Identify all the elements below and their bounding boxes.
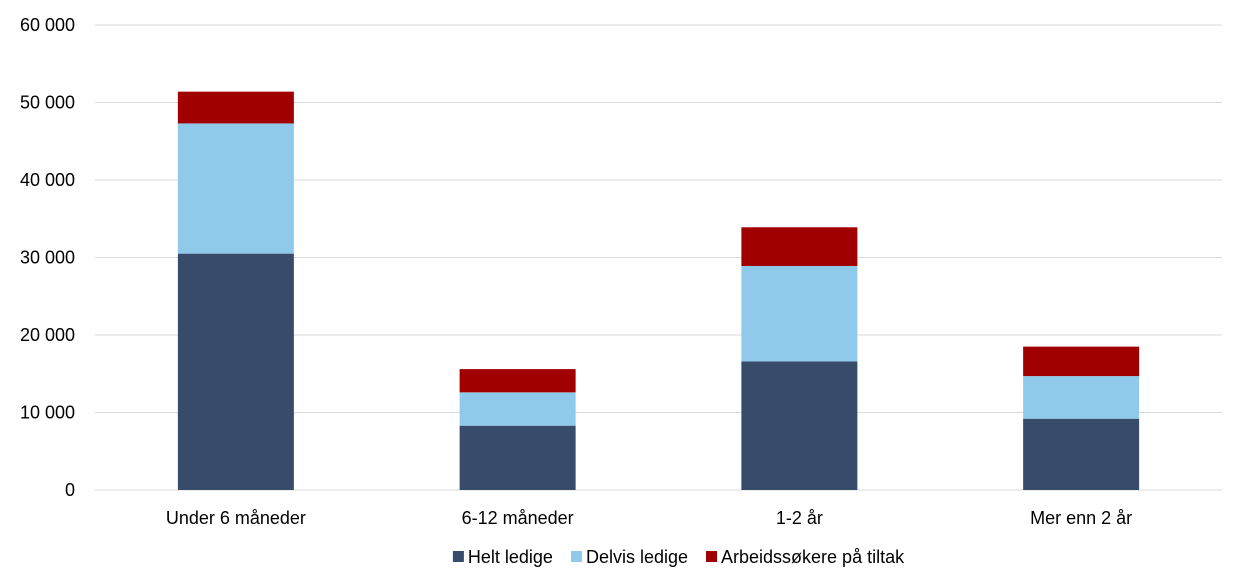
legend-item: Helt ledige xyxy=(452,547,553,567)
y-tick-label: 10 000 xyxy=(20,403,75,423)
legend-swatch xyxy=(706,551,718,562)
y-tick-label: 60 000 xyxy=(20,15,75,35)
y-tick-label: 0 xyxy=(65,480,75,500)
x-tick-label: 6-12 måneder xyxy=(462,508,574,528)
bars xyxy=(177,91,1140,490)
y-axis-ticks: 0 10 000 20 000 30 000 40 000 50 000 60 000 xyxy=(20,15,75,500)
bar-segment-delvis-ledige xyxy=(1023,376,1140,419)
legend-label: Delvis ledige xyxy=(586,547,688,567)
y-tick-label: 40 000 xyxy=(20,170,75,190)
bar-segment-delvis-ledige xyxy=(459,392,576,426)
x-tick-label: Under 6 måneder xyxy=(166,508,306,528)
bar-segment-arbeidssokere-pa-tiltak xyxy=(459,369,576,393)
legend-swatch xyxy=(452,551,464,562)
bar-segment-delvis-ledige xyxy=(177,123,294,254)
bar-segment-helt-ledige xyxy=(741,361,858,490)
bar-segment-arbeidssokere-pa-tiltak xyxy=(1023,346,1140,377)
x-tick-label: Mer enn 2 år xyxy=(1030,508,1132,528)
legend: Helt ledige Delvis ledige Arbeidssøkere på… xyxy=(452,547,905,567)
y-tick-label: 50 000 xyxy=(20,93,75,113)
x-tick-label: 1-2 år xyxy=(776,508,823,528)
y-tick-label: 30 000 xyxy=(20,248,75,268)
bar-segment-helt-ledige xyxy=(459,425,576,490)
bar-segment-helt-ledige xyxy=(177,253,294,490)
legend-label: Arbeidssøkere på tiltak xyxy=(721,547,905,567)
legend-swatch xyxy=(570,551,582,562)
legend-item: Delvis ledige xyxy=(570,547,688,567)
legend-item: Arbeidssøkere på tiltak xyxy=(706,547,905,567)
bar-segment-delvis-ledige xyxy=(741,266,858,362)
y-tick-label: 20 000 xyxy=(20,325,75,345)
legend-label: Helt ledige xyxy=(468,547,553,567)
bar-segment-arbeidssokere-pa-tiltak xyxy=(177,91,294,124)
bar-segment-helt-ledige xyxy=(1023,418,1140,490)
bar-segment-arbeidssokere-pa-tiltak xyxy=(741,227,858,267)
x-axis-ticks: Under 6 måneder 6-12 måneder 1-2 år Mer enn… xyxy=(166,508,1132,528)
